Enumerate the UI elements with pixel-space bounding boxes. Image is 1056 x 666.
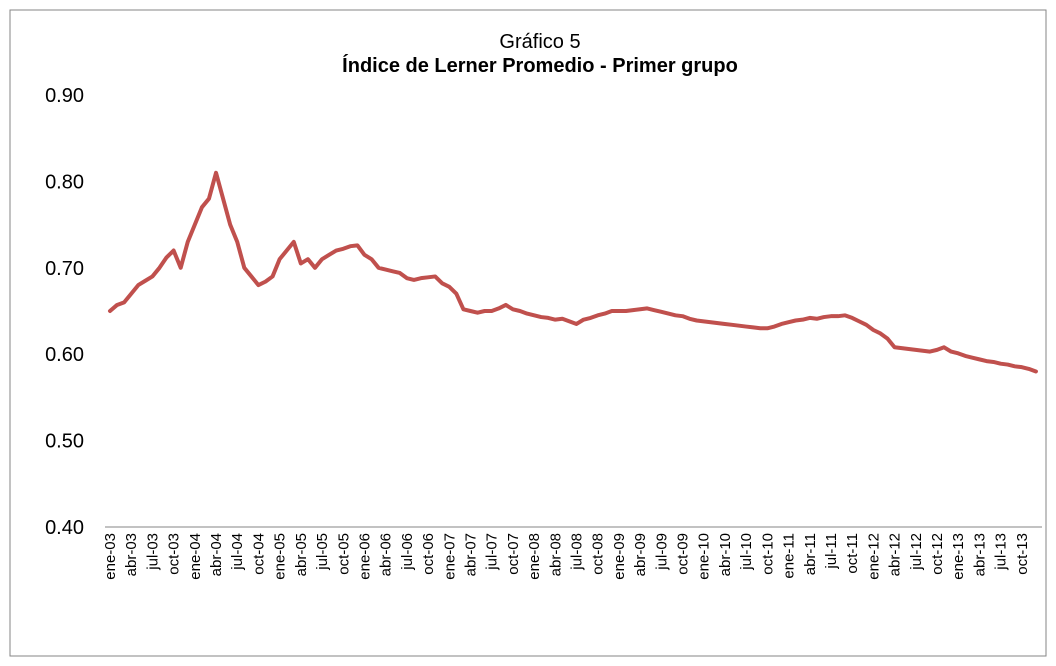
x-tick-label: abr-08 <box>547 533 564 576</box>
y-tick-label: 0.80 <box>45 171 84 193</box>
x-tick-label: oct-09 <box>675 533 692 575</box>
x-tick-label: abr-04 <box>208 533 225 576</box>
chart-title: Gráfico 5 <box>499 31 580 53</box>
x-tick-label: abr-07 <box>462 533 479 576</box>
x-tick-label: ene-05 <box>272 533 289 580</box>
x-tick-label: jul-09 <box>653 533 670 571</box>
x-tick-label: jul-07 <box>484 533 501 571</box>
x-tick-label: abr-03 <box>123 533 140 576</box>
x-tick-label: abr-12 <box>887 533 904 576</box>
x-tick-label: oct-10 <box>759 533 776 575</box>
y-tick-label: 0.40 <box>45 517 84 539</box>
x-tick-label: oct-06 <box>420 533 437 575</box>
x-tick-label: oct-03 <box>166 533 183 575</box>
x-tick-label: jul-06 <box>399 533 416 571</box>
x-tick-label: ene-10 <box>696 533 713 580</box>
x-tick-label: jul-13 <box>993 533 1010 571</box>
y-tick-label: 0.60 <box>45 344 84 366</box>
line-series <box>108 170 1038 374</box>
y-tick-label: 0.90 <box>45 85 84 107</box>
x-tick-label: jul-11 <box>823 533 840 570</box>
x-tick-label: ene-08 <box>526 533 543 580</box>
x-tick-label: ene-07 <box>441 533 458 580</box>
x-tick-label: oct-04 <box>250 533 267 575</box>
x-tick-label: abr-10 <box>717 533 734 576</box>
x-tick-label: abr-06 <box>378 533 395 576</box>
x-tick-label: oct-07 <box>505 533 522 575</box>
x-tick-label: jul-10 <box>738 533 755 571</box>
x-tick-label: ene-11 <box>781 533 798 579</box>
x-tick-label: oct-11 <box>844 533 861 574</box>
y-tick-label: 0.70 <box>45 258 84 280</box>
x-tick-label: ene-03 <box>102 533 119 580</box>
x-tick-label: ene-13 <box>950 533 967 580</box>
x-tick-label: ene-09 <box>611 533 628 580</box>
x-tick-label: jul-12 <box>908 533 925 571</box>
x-tick-label: jul-08 <box>569 533 586 571</box>
x-tick-label: ene-12 <box>865 533 882 580</box>
x-tick-label: jul-05 <box>314 533 331 571</box>
x-tick-label: abr-05 <box>293 533 310 576</box>
x-tick-label: jul-04 <box>229 533 246 571</box>
x-tick-label: oct-08 <box>590 533 607 575</box>
x-tick-label: oct-13 <box>1014 533 1031 575</box>
x-tick-label: abr-09 <box>632 533 649 576</box>
x-tick-label: ene-04 <box>187 533 204 580</box>
x-tick-label: oct-12 <box>929 533 946 575</box>
x-tick-label: jul-03 <box>144 533 161 571</box>
chart-subtitle: Índice de Lerner Promedio - Primer grupo <box>342 54 738 77</box>
y-tick-label: 0.50 <box>45 431 84 453</box>
x-tick-label: oct-05 <box>335 533 352 575</box>
chart-border <box>9 9 1047 657</box>
x-tick-label: abr-11 <box>802 533 819 575</box>
x-tick-label: ene-06 <box>356 533 373 580</box>
x-tick-label: abr-13 <box>971 533 988 576</box>
